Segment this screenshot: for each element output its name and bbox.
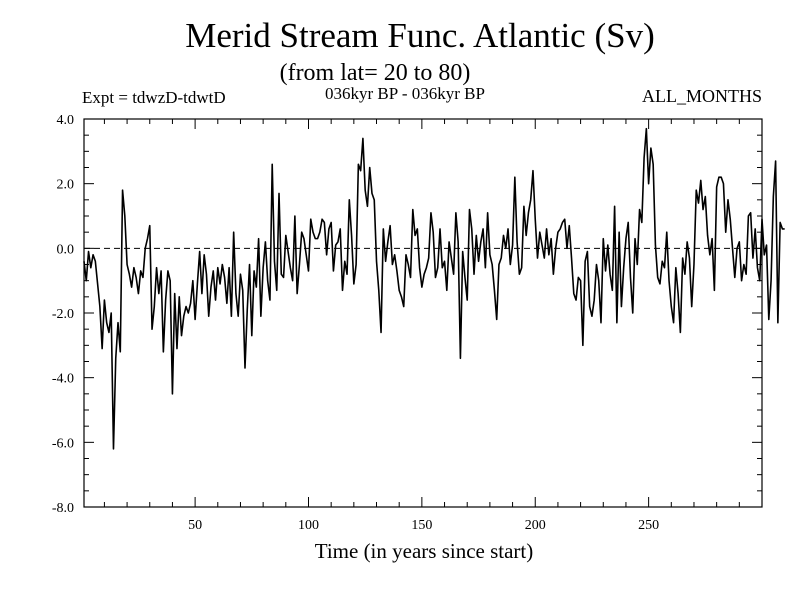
y-tick-label: 0.0 [57, 242, 75, 257]
major-ticks [84, 118, 762, 508]
months-label: ALL_MONTHS [642, 86, 762, 106]
x-tick-label: 250 [638, 518, 659, 533]
minor-ticks [84, 119, 762, 507]
tick-labels: 50 100 150 200 250 -8.0 -6.0 -4.0 -2.0 0.0 2.0 4.0 [52, 113, 659, 533]
x-axis-label: Time (in years since start) [314, 539, 534, 563]
period-label: 036kyr BP - 036kyr BP [325, 84, 485, 103]
experiment-label: Expt = tdwzD-tdwtD [82, 88, 226, 107]
chart-subtitle: (from lat= 20 to 80) [279, 60, 471, 86]
plot-frame [83, 118, 763, 508]
x-tick-label: 150 [411, 518, 432, 533]
y-tick-label: 2.0 [57, 178, 75, 193]
series-line [83, 127, 785, 450]
x-tick-label: 200 [525, 518, 546, 533]
y-tick-label: 4.0 [57, 113, 75, 128]
x-tick-label: 100 [298, 518, 319, 533]
y-tick-label: -4.0 [52, 372, 74, 387]
y-tick-label: -2.0 [52, 307, 74, 322]
chart-title: Merid Stream Func. Atlantic (Sv) [185, 16, 655, 55]
y-tick-label: -6.0 [52, 436, 74, 451]
x-tick-label: 50 [188, 518, 202, 533]
y-tick-label: -8.0 [52, 501, 74, 516]
